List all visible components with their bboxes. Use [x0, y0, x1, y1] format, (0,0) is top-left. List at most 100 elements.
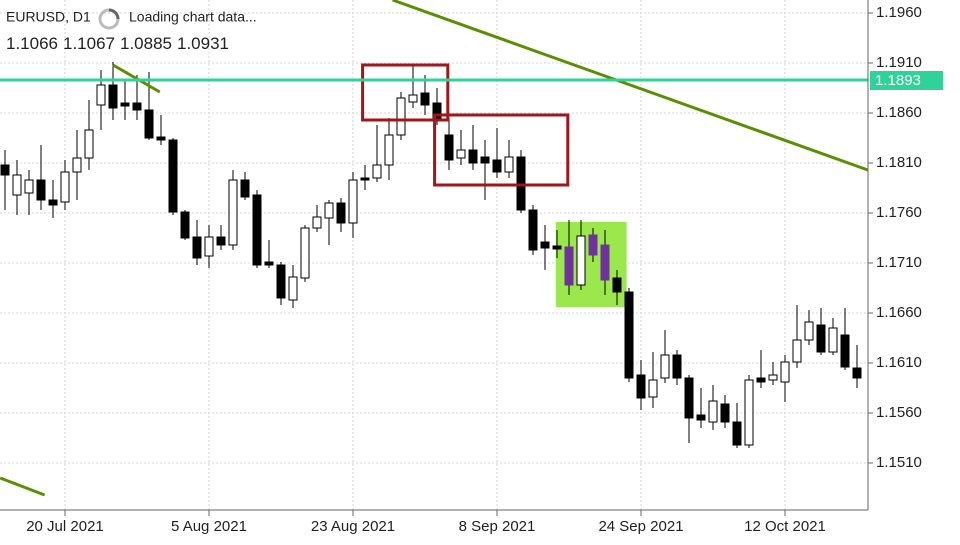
ohlc-value: 1.1066: [6, 34, 58, 53]
candle-body: [768, 374, 778, 381]
trendline: [0, 476, 46, 497]
annotation-box: [361, 63, 450, 122]
candle-body: [420, 92, 430, 106]
candle-body: [792, 339, 802, 363]
candle-body: [168, 139, 178, 213]
candle-body: [60, 171, 70, 203]
ohlc-value: 1.0885: [120, 34, 172, 53]
ohlc-value: 1.1067: [63, 34, 115, 53]
y-tick-label: 1.1810: [876, 154, 922, 171]
candle-body: [240, 179, 250, 198]
candle-body: [552, 245, 562, 250]
candle-body: [636, 374, 646, 399]
header: EURUSD, D1 Loading chart data... 1.1066 1…: [6, 8, 257, 53]
candle-body: [384, 134, 394, 166]
candle-body: [132, 102, 142, 111]
candle-body: [288, 276, 298, 301]
candle-body: [780, 361, 790, 383]
y-tick-label: 1.1960: [876, 4, 922, 21]
candle-body: [612, 277, 622, 293]
ohlc-value: 1.0931: [177, 34, 229, 53]
y-tick-label: 1.1610: [876, 354, 922, 371]
candle-body: [732, 421, 742, 446]
candle-body: [468, 149, 478, 164]
candle-body: [84, 129, 94, 159]
candle-body: [648, 379, 658, 398]
candle-body: [372, 164, 382, 179]
y-tick-label: 1.1860: [876, 104, 922, 121]
y-tick-label: 1.1710: [876, 254, 922, 271]
candle-body: [228, 179, 238, 246]
candle-body: [216, 236, 226, 246]
candle-body: [504, 156, 514, 173]
y-tick-label: 1.1660: [876, 304, 922, 321]
plot: 1.1960 1.1910 1.1860 1.1810 1.1760 1.1710 1.16…: [0, 0, 943, 535]
candle-body: [408, 94, 418, 103]
candle-body: [0, 164, 10, 176]
status: Loading chart data...: [129, 9, 257, 25]
price-label: 1.1893: [875, 72, 921, 89]
candles: [0, 62, 862, 448]
candle-body: [816, 324, 826, 353]
candle-body: [684, 377, 694, 419]
candle-body: [804, 321, 814, 341]
candle-body: [156, 136, 166, 141]
candle-body: [576, 235, 586, 286]
candle-body: [564, 246, 574, 286]
candle-body: [108, 84, 118, 109]
candle-body: [696, 414, 706, 421]
candle-body: [672, 354, 682, 379]
y-tick-label: 1.1760: [876, 204, 922, 221]
candle-body: [744, 379, 754, 446]
x-tick-label: 8 Sep 2021: [459, 518, 536, 535]
candle-body: [12, 174, 22, 196]
header-ohlc: 1.1066 1.1067 1.0885 1.0931: [6, 34, 229, 53]
candle-body: [36, 179, 46, 201]
candle-body: [72, 157, 82, 173]
x-tick-label: 20 Jul 2021: [26, 518, 104, 535]
candle-body: [444, 134, 454, 161]
candle-body: [396, 97, 406, 136]
candle-body: [852, 367, 862, 379]
candle-body: [300, 227, 310, 279]
candle-body: [492, 159, 502, 173]
candle-body: [144, 109, 154, 139]
candle-body: [660, 354, 670, 379]
x-tick-label: 23 Aug 2021: [311, 518, 395, 535]
candle-body: [708, 400, 718, 423]
x-tick-label: 24 Sep 2021: [598, 518, 683, 535]
candle-body: [456, 149, 466, 159]
candle-body: [756, 377, 766, 383]
candle-body: [96, 84, 106, 106]
candle-body: [192, 236, 202, 259]
candle-body: [528, 209, 538, 251]
candle-body: [324, 202, 334, 219]
candle-body: [264, 261, 274, 266]
spinner-arc: [108, 8, 120, 20]
candle-body: [276, 264, 286, 299]
trendline: [392, 0, 869, 172]
candle-body: [828, 327, 838, 353]
candle-body: [24, 179, 34, 194]
candle-body: [840, 334, 850, 368]
candle-body: [360, 177, 370, 181]
candle-body: [348, 179, 358, 224]
x-tick-label: 5 Aug 2021: [171, 518, 247, 535]
candle-body: [588, 234, 598, 256]
candle-body: [252, 194, 262, 266]
y-tick-label: 1.1560: [876, 404, 922, 421]
candle-body: [204, 236, 214, 257]
candle-body: [336, 202, 346, 224]
candle-body: [180, 211, 190, 239]
x-tick-label: 12 Oct 2021: [744, 518, 826, 535]
price-label-bg: [870, 71, 943, 90]
candle-body: [120, 102, 130, 107]
candle-body: [624, 291, 634, 379]
candle-body: [540, 241, 550, 249]
candle-body: [48, 199, 58, 206]
candle-body: [600, 244, 610, 281]
candle-body: [432, 102, 442, 119]
